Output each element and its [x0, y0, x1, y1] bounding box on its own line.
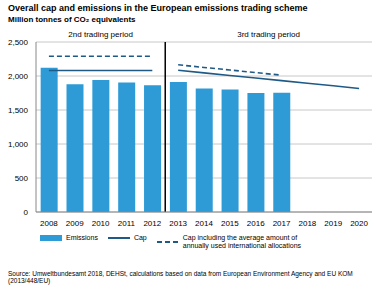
svg-text:1,000: 1,000 [8, 140, 29, 149]
svg-text:2018: 2018 [298, 219, 316, 228]
svg-text:2015: 2015 [221, 219, 239, 228]
html-text:Source: Umweltbundesamt 2018,: Source: Umweltbundesamt 2018, DEHSt, cal… [8, 270, 353, 284]
svg-text:2014: 2014 [195, 219, 213, 228]
svg-text:0: 0 [24, 208, 29, 217]
svg-text:2013: 2013 [169, 219, 187, 228]
html-text:Cap including the average amou: Cap including the average amount of annu… [182, 234, 302, 249]
svg-text:2020: 2020 [350, 219, 368, 228]
svg-text:2019: 2019 [324, 219, 342, 228]
svg-text:2010: 2010 [92, 219, 110, 228]
html-text:Emissions: Emissions [66, 234, 98, 241]
svg-text:1,500: 1,500 [8, 106, 29, 115]
svg-text:2,000: 2,000 [8, 72, 29, 81]
html-text:Overall cap and emissions in t: Overall cap and emissions in the Europea… [8, 3, 308, 13]
svg-text:500: 500 [15, 174, 29, 183]
svg-text:2012: 2012 [143, 219, 161, 228]
svg-text:2011: 2011 [118, 219, 136, 228]
svg-text:3rd trading period: 3rd trading period [237, 30, 300, 39]
svg-text:2017: 2017 [273, 219, 291, 228]
svg-text:2009: 2009 [66, 219, 84, 228]
html-text:Cap: Cap [133, 234, 147, 241]
svg-text:2008: 2008 [40, 219, 58, 228]
svg-text:2016: 2016 [247, 219, 265, 228]
svg-text:2,500: 2,500 [8, 38, 29, 47]
html-text:Million tonnes of CO₂ equivale: Million tonnes of CO₂ equivalents [8, 15, 136, 24]
svg-text:2nd trading period: 2nd trading period [68, 30, 133, 39]
